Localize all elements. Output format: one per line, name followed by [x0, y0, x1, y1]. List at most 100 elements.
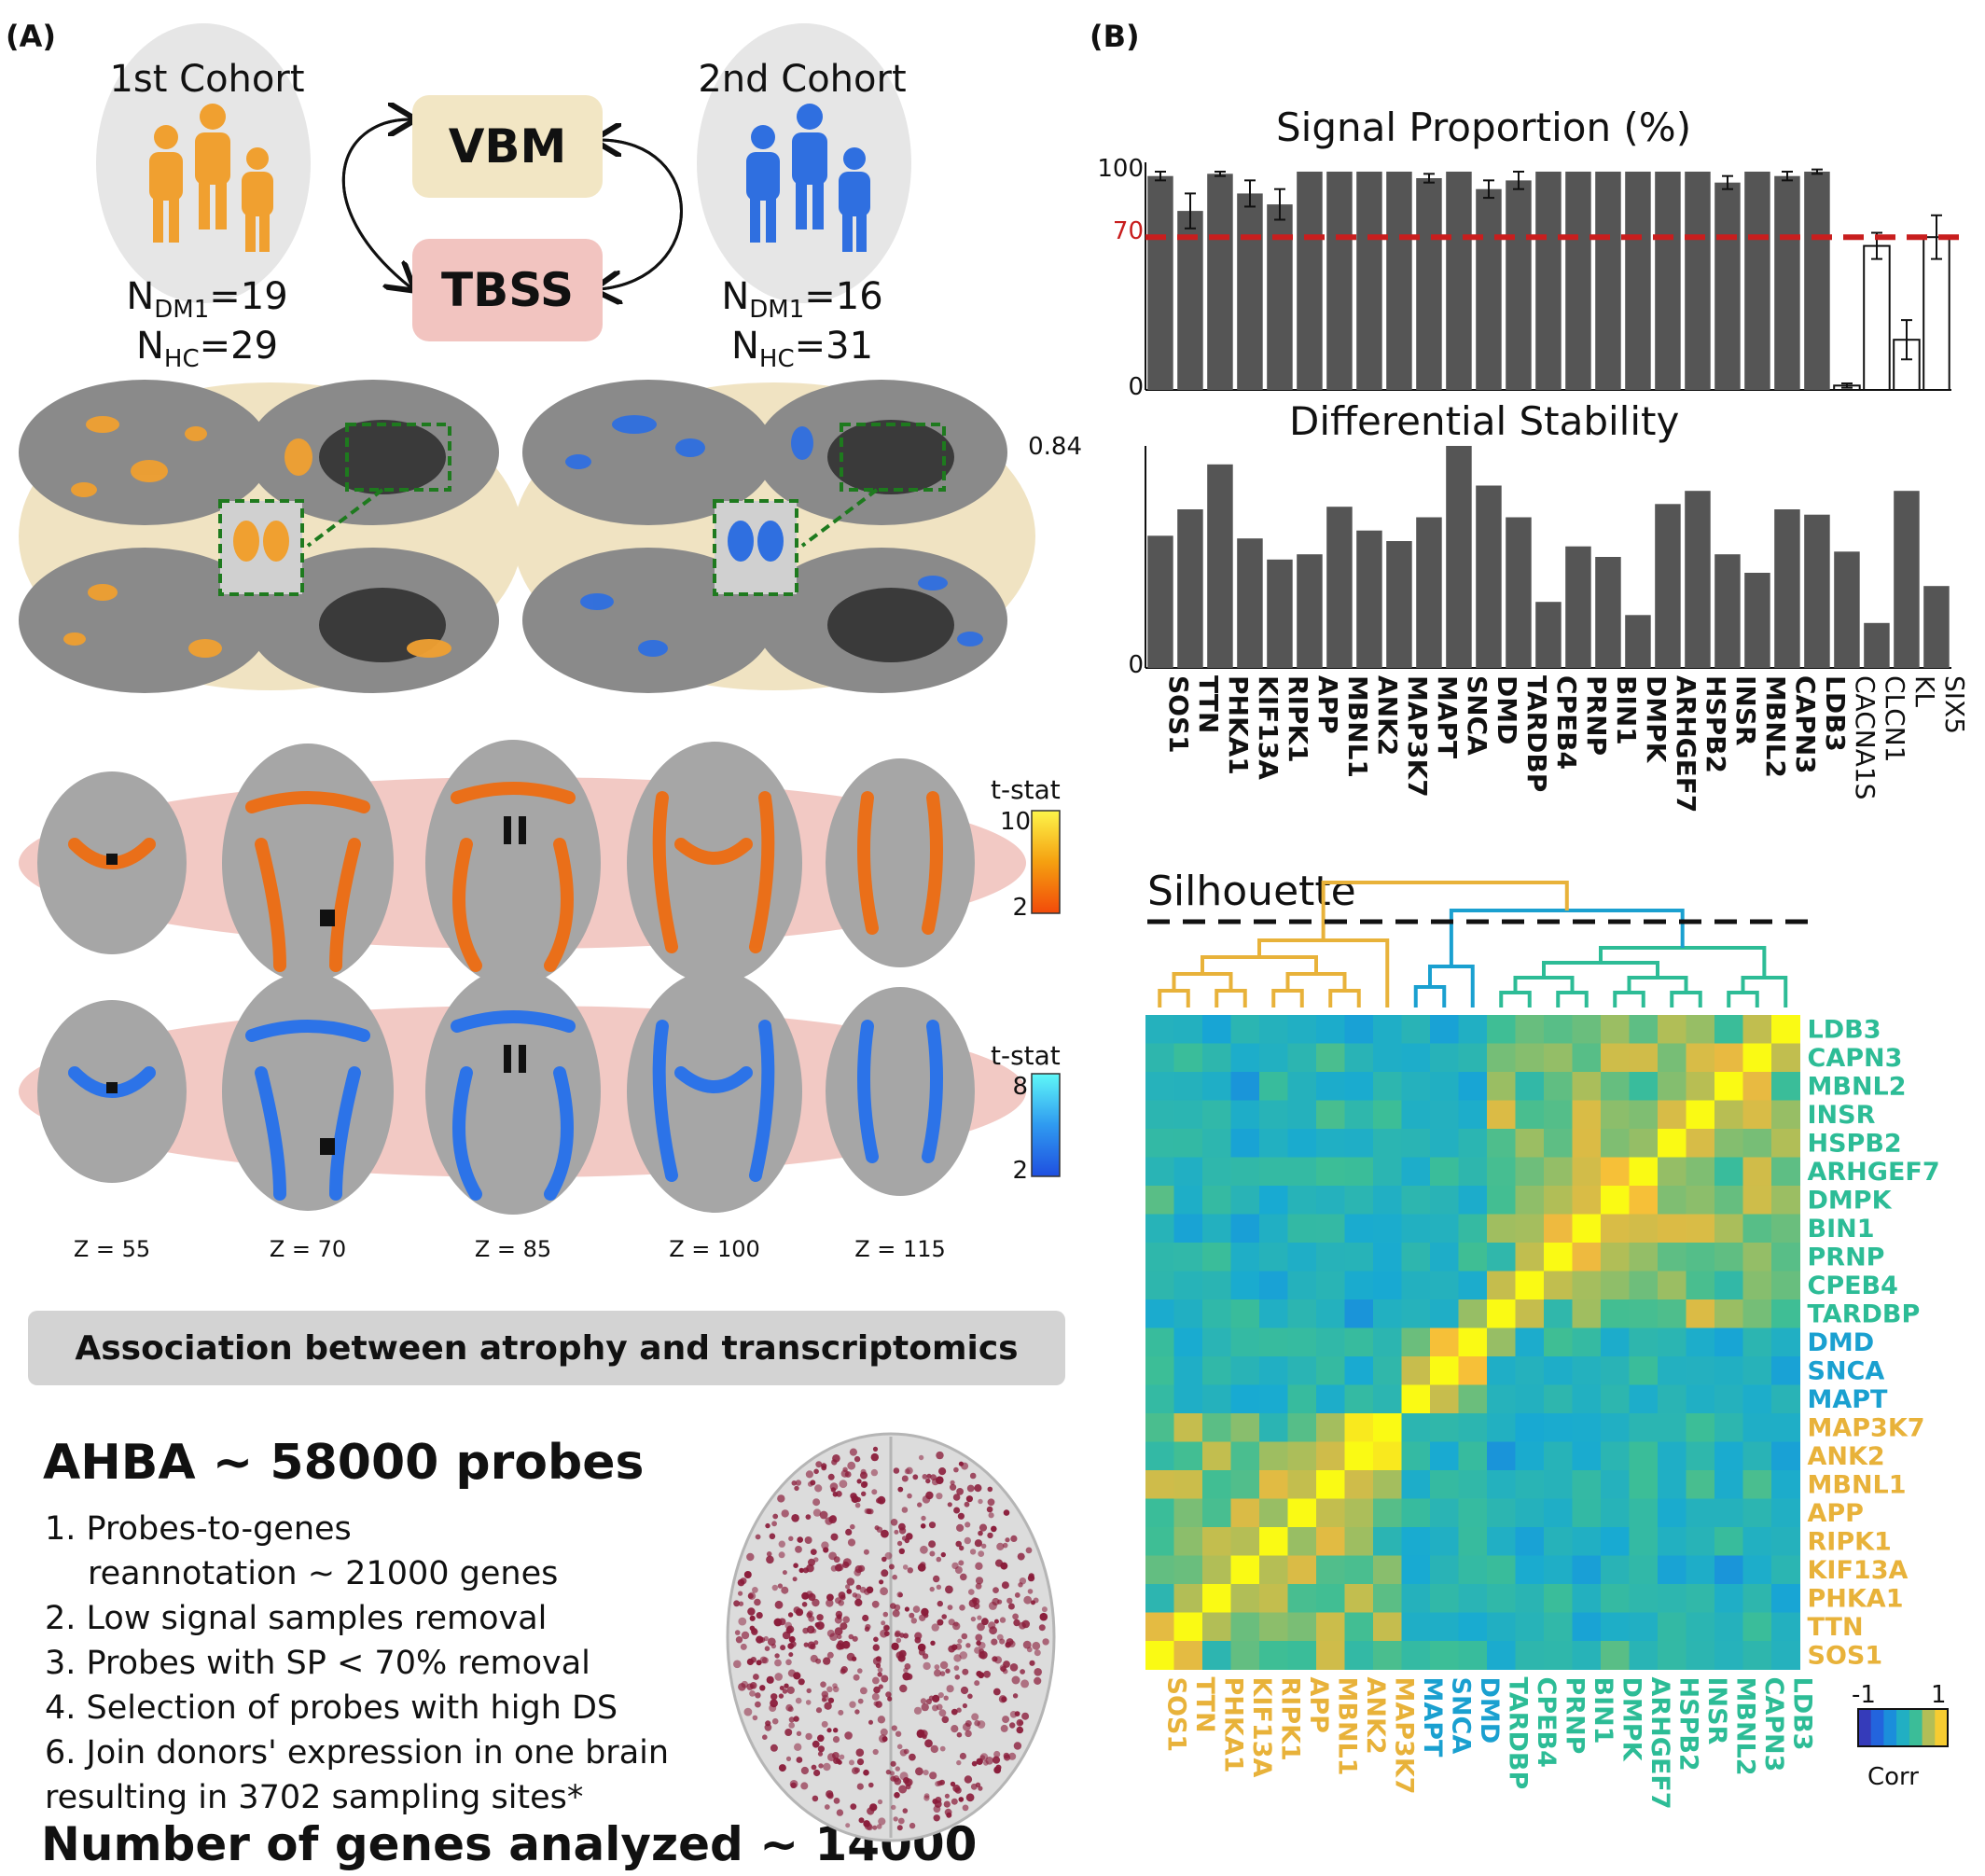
heatmap-cell [1742, 1015, 1772, 1044]
sampling-site-dot [899, 1749, 908, 1757]
heatmap-cell [1230, 1271, 1260, 1300]
heatmap-cell [1771, 1498, 1800, 1528]
sampling-site-dot [733, 1660, 742, 1669]
heatmap-cell [1771, 1555, 1800, 1585]
sampling-site-dot [913, 1706, 923, 1715]
vbm-box: VBM [412, 95, 603, 198]
sampling-site-dot [892, 1644, 897, 1649]
sampling-site-dot [746, 1552, 755, 1562]
heatmap-cell [1771, 1384, 1800, 1414]
sampling-site-dot [803, 1642, 809, 1647]
heatmap-cell [1572, 1129, 1602, 1158]
heatmap-cell [1658, 1612, 1687, 1642]
heatmap-cell [1430, 1157, 1459, 1187]
heatmap-cell [1401, 1271, 1431, 1300]
colorbar-max: 1 [1931, 1681, 1947, 1709]
heatmap-cell [1373, 1072, 1402, 1101]
sampling-site-dot [1041, 1606, 1048, 1613]
sampling-site-dot [914, 1632, 923, 1640]
heatmap-row-label: TARDBP [1808, 1299, 1921, 1328]
heatmap-cell [1487, 1186, 1516, 1215]
ds-bar [1476, 485, 1502, 668]
blue-slice-row [37, 968, 975, 1215]
sampling-site-dot [830, 1487, 837, 1493]
heatmap-cell [1544, 1356, 1573, 1385]
heatmap-cell [1430, 1327, 1459, 1357]
sampling-site-dot [852, 1592, 857, 1598]
heatmap-cell [1601, 1641, 1630, 1670]
sp-bar [1416, 178, 1442, 390]
sampling-site-dot [936, 1451, 944, 1460]
sp-bar [1177, 211, 1203, 390]
sampling-site-dot [978, 1530, 983, 1536]
sampling-site-dot [941, 1614, 947, 1619]
step-item: 1. Probes-to-genes [45, 1510, 352, 1548]
sampling-site-dot [956, 1759, 962, 1766]
heatmap-cell [1686, 1641, 1715, 1670]
heatmap-cell [1458, 1441, 1488, 1471]
ds-gene-label: LDB3 [1820, 675, 1851, 752]
sampling-site-dot [842, 1561, 850, 1568]
heatmap-cell [1601, 1214, 1630, 1244]
sp-bar [1923, 236, 1950, 391]
heatmap-cell [1487, 1072, 1516, 1101]
heatmap-cell [1145, 1498, 1174, 1528]
ds-bar [1535, 602, 1562, 668]
heatmap-cell [1401, 1100, 1431, 1130]
heatmap-cell [1344, 1186, 1374, 1215]
sampling-site-dot [891, 1804, 896, 1811]
sampling-site-dot [827, 1473, 835, 1480]
sampling-site-dot [992, 1597, 1000, 1606]
heatmap-cell [1658, 1043, 1687, 1073]
heatmap-cell [1344, 1015, 1374, 1044]
heatmap-cell [1430, 1384, 1459, 1414]
heatmap-cell [1629, 1413, 1659, 1442]
ds-gene-label: PRNP [1581, 675, 1612, 756]
sampling-site-dot [769, 1704, 777, 1712]
ds-gene-label: TTN [1193, 675, 1224, 733]
heatmap-cell [1373, 1043, 1402, 1073]
sampling-site-dot [860, 1471, 868, 1480]
sampling-site-dot [774, 1600, 784, 1609]
sampling-site-dot [918, 1648, 925, 1656]
sampling-site-dot [837, 1633, 842, 1640]
sampling-site-dot [878, 1817, 886, 1826]
heatmap-cell [1344, 1470, 1374, 1499]
heatmap-col-label: SNCA [1446, 1677, 1475, 1755]
sampling-site-dot [820, 1681, 826, 1688]
heatmap-cell [1287, 1498, 1317, 1528]
ds-bar [1356, 530, 1382, 668]
sampling-site-dot [944, 1793, 950, 1799]
sampling-site-dot [806, 1563, 814, 1573]
ds-gene-label: TARDBP [1521, 675, 1552, 792]
heatmap-cell [1287, 1214, 1317, 1244]
heatmap-cell [1714, 1470, 1743, 1499]
sampling-site-dot [839, 1644, 845, 1650]
dendrogram-link [1627, 976, 1688, 993]
sampling-site-dot [811, 1764, 817, 1771]
sp-bar [1774, 175, 1800, 390]
sampling-site-dot [912, 1474, 919, 1480]
heatmap-cell [1629, 1271, 1659, 1300]
sampling-site-dot [832, 1683, 838, 1688]
sampling-site-dot [958, 1560, 965, 1566]
heatmap-cell [1658, 1214, 1687, 1244]
sampling-site-dot [863, 1769, 869, 1776]
sampling-site-dot [840, 1469, 849, 1478]
heatmap-cell [1515, 1384, 1545, 1414]
sampling-site-dot [929, 1550, 936, 1557]
sampling-site-dot [887, 1696, 893, 1702]
sampling-site-dot [810, 1549, 817, 1555]
heatmap-cell [1686, 1129, 1715, 1158]
sampling-site-dot [937, 1600, 943, 1607]
sampling-site-dot [790, 1641, 797, 1647]
sampling-site-dot [738, 1601, 744, 1606]
bar-charts: SOS1 TTN PHKA1 KIF13A RIPK1 APP MBNL1 ANK2 MAP3K… [1145, 162, 1970, 813]
heatmap-cell [1145, 1129, 1174, 1158]
heatmap-cell [1686, 1043, 1715, 1073]
ds-gene-label: MAP3K7 [1402, 675, 1433, 798]
heatmap-cell [1686, 1186, 1715, 1215]
heatmap-cell [1173, 1527, 1203, 1556]
sampling-site-dot [981, 1618, 989, 1626]
heatmap-cell [1202, 1243, 1231, 1272]
